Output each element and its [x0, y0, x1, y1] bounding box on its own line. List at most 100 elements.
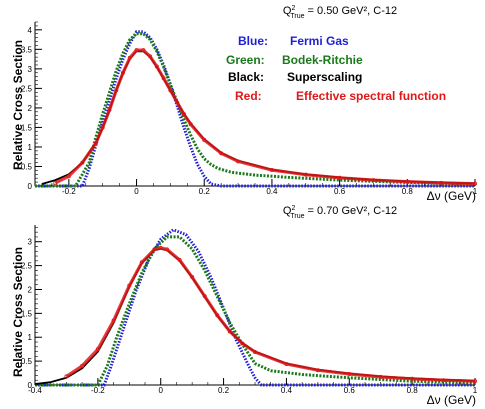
data-point-effective-spectral-function	[80, 160, 85, 165]
data-point-effective-spectral-function	[177, 257, 182, 262]
legend-name-bodek: Bodek-Ritchie	[282, 53, 363, 67]
x-tick-label: 1	[473, 187, 478, 196]
data-point-effective-spectral-function	[139, 260, 144, 265]
y-tick-label: 2.5	[21, 262, 33, 271]
data-point-effective-spectral-function	[80, 363, 85, 368]
y-tick-label: 4	[28, 26, 33, 35]
legend-key-red: Red:	[235, 89, 262, 103]
data-point-effective-spectral-function	[190, 275, 195, 280]
y-tick-label: 3	[28, 238, 33, 247]
legend-key-super: Black:	[228, 70, 264, 84]
series-line-bodek-ritchie	[35, 235, 476, 387]
x-tick-label: -0.2	[91, 386, 105, 395]
data-point-effective-spectral-function	[227, 329, 232, 334]
plot-area: 0 0.5 1 1.5 2 2.5 3 3.5 4 -0.2 0 0.2 0.4 0.6 0.8 1	[21, 21, 478, 196]
data-point-effective-spectral-function	[95, 347, 100, 352]
data-point-effective-spectral-function	[202, 137, 207, 142]
bottom-panel: Q2 True = 0.70 GeV², C-12 Relative Cross …	[11, 205, 478, 407]
data-point-effective-spectral-function	[472, 181, 477, 186]
data-point-effective-spectral-function	[141, 48, 146, 53]
y-axis-label: Relative Cross Section	[11, 247, 25, 377]
top-panel: Q2 True = 0.50 GeV², C-12 Relative Cross …	[11, 5, 478, 203]
data-point-effective-spectral-function	[215, 313, 220, 318]
data-point-effective-spectral-function	[134, 48, 139, 53]
legend-name-super: Superscaling	[287, 70, 362, 84]
y-tick-label: 3.5	[21, 45, 33, 54]
legend-name-fermi: Fermi Gas	[290, 34, 349, 48]
data-point-effective-spectral-function	[441, 378, 446, 383]
x-tick-label: 0.2	[218, 386, 230, 395]
x-tick-label: 0.4	[281, 386, 293, 395]
data-point-effective-spectral-function	[127, 55, 132, 60]
y-tick-label: 0.5	[21, 357, 33, 366]
x-tick-label: -0.2	[62, 187, 76, 196]
y-tick-label: 0.5	[21, 162, 33, 171]
x-tick-label: 0.8	[407, 386, 419, 395]
data-point-effective-spectral-function	[161, 76, 166, 81]
panel-title: Q2 True = 0.50 GeV², C-12	[283, 5, 397, 20]
data-point-effective-spectral-function	[337, 175, 342, 180]
panel-title: Q2 True = 0.70 GeV², C-12	[283, 205, 397, 220]
data-point-effective-spectral-function	[303, 172, 308, 177]
data-point-effective-spectral-function	[64, 374, 69, 379]
data-point-effective-spectral-function	[114, 88, 119, 93]
data-point-effective-spectral-function	[240, 341, 245, 346]
y-tick-label: 1	[28, 333, 33, 342]
data-point-effective-spectral-function	[93, 141, 98, 146]
series-line-fermi-gas	[35, 228, 475, 387]
data-point-effective-spectral-function	[66, 174, 71, 179]
x-tick-label: -0.4	[28, 386, 42, 395]
data-point-effective-spectral-function	[236, 159, 241, 164]
data-point-effective-spectral-function	[202, 294, 207, 299]
legend-key-fermi: Blue:	[238, 34, 268, 48]
legend: Blue: Fermi Gas Green: Bodek-Ritchie Bla…	[226, 34, 446, 103]
data-point-effective-spectral-function	[410, 376, 415, 381]
y-tick-label: 1	[28, 143, 33, 152]
y-tick-label: 0	[28, 381, 33, 390]
x-tick-label: 0.4	[266, 187, 278, 196]
data-point-effective-spectral-function	[284, 361, 289, 366]
data-point-effective-spectral-function	[269, 167, 274, 172]
y-tick-label: 1.5	[21, 309, 33, 318]
x-tick-label: 0.6	[334, 187, 346, 196]
data-point-effective-spectral-function	[472, 379, 477, 384]
data-point-effective-spectral-function	[164, 247, 169, 252]
data-point-effective-spectral-function	[100, 125, 105, 130]
y-tick-label: 0	[28, 182, 33, 191]
y-tick-label: 1.5	[21, 123, 33, 132]
data-point-effective-spectral-function	[127, 283, 132, 288]
data-point-effective-spectral-function	[219, 151, 224, 156]
data-point-effective-spectral-function	[181, 112, 186, 117]
data-point-effective-spectral-function	[175, 100, 180, 105]
legend-key-bodek: Green:	[226, 53, 265, 67]
data-point-effective-spectral-function	[252, 350, 257, 355]
plot-area: 0 0.5 1 1.5 2 2.5 3 -0.4 -0.2 0 0.2 0.4 0.6 0.8 1	[21, 225, 478, 395]
data-point-effective-spectral-function	[53, 180, 58, 185]
x-tick-label: 0	[134, 187, 139, 196]
series-line-effective-spectral-function	[54, 48, 476, 186]
y-axis-label: Relative Cross Section	[11, 40, 25, 170]
data-point-effective-spectral-function	[152, 247, 157, 252]
x-tick-label: 0.6	[344, 386, 356, 395]
data-point-effective-spectral-function	[154, 64, 159, 69]
data-point-effective-spectral-function	[121, 70, 126, 75]
series-line-bodek-ritchie	[35, 32, 476, 188]
x-axis-label: Δν (GeV)	[427, 393, 476, 407]
y-tick-label: 2.5	[21, 84, 33, 93]
x-tick-label: 0.2	[199, 187, 211, 196]
data-point-effective-spectral-function	[111, 318, 116, 323]
data-point-effective-spectral-function	[347, 372, 352, 377]
data-point-effective-spectral-function	[315, 368, 320, 373]
data-point-effective-spectral-function	[371, 178, 376, 183]
y-tick-label: 3	[28, 65, 33, 74]
data-point-effective-spectral-function	[188, 122, 193, 127]
y-tick-label: 2	[28, 285, 33, 294]
data-point-effective-spectral-function	[148, 54, 153, 59]
data-point-effective-spectral-function	[405, 179, 410, 184]
data-point-effective-spectral-function	[439, 180, 444, 185]
data-point-effective-spectral-function	[107, 107, 112, 112]
series-line-effective-spectral-function	[65, 246, 476, 383]
data-point-effective-spectral-function	[168, 88, 173, 93]
legend-name-red: Effective spectral function	[296, 89, 446, 103]
